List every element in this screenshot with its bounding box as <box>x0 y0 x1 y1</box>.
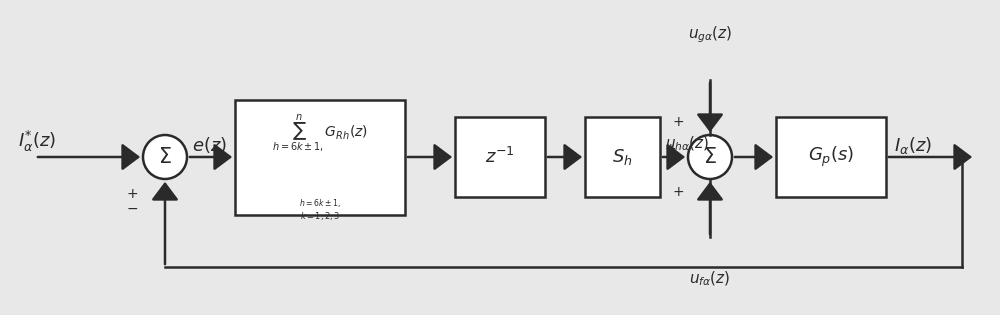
Circle shape <box>143 135 187 179</box>
Bar <box>776 117 886 197</box>
Text: $u_{g\alpha}(z)$: $u_{g\alpha}(z)$ <box>688 24 732 45</box>
Text: $\Sigma$: $\Sigma$ <box>703 147 717 167</box>
Text: $+$: $+$ <box>664 142 676 156</box>
Bar <box>585 117 660 197</box>
Text: $_{h=6k\pm1,}$: $_{h=6k\pm1,}$ <box>299 197 341 211</box>
Text: $I_{\alpha}(z)$: $I_{\alpha}(z)$ <box>894 135 932 156</box>
Text: $u_{f\alpha}(z)$: $u_{f\alpha}(z)$ <box>689 270 731 289</box>
Circle shape <box>688 135 732 179</box>
Text: $+$: $+$ <box>672 185 684 199</box>
Text: $G_p(s)$: $G_p(s)$ <box>808 145 854 169</box>
Text: $e(z)$: $e(z)$ <box>192 135 227 155</box>
Text: $I_{\alpha}^{*}(z)$: $I_{\alpha}^{*}(z)$ <box>18 129 56 154</box>
Text: $z^{-1}$: $z^{-1}$ <box>485 147 515 167</box>
Text: $S_h$: $S_h$ <box>612 147 633 167</box>
Text: $+$: $+$ <box>672 115 684 129</box>
Text: $\Sigma$: $\Sigma$ <box>158 147 172 167</box>
Text: $u_{h\alpha}(z)$: $u_{h\alpha}(z)$ <box>665 135 709 153</box>
Text: $-$: $-$ <box>126 201 138 215</box>
Bar <box>235 100 405 215</box>
Text: $\sum_{h=6k\pm1,}^{n}G_{Rh}(z)$: $\sum_{h=6k\pm1,}^{n}G_{Rh}(z)$ <box>272 112 368 154</box>
Bar <box>455 117 545 197</box>
Text: $+$: $+$ <box>126 187 138 201</box>
Text: $_{k=1,2,3}$: $_{k=1,2,3}$ <box>300 210 340 223</box>
